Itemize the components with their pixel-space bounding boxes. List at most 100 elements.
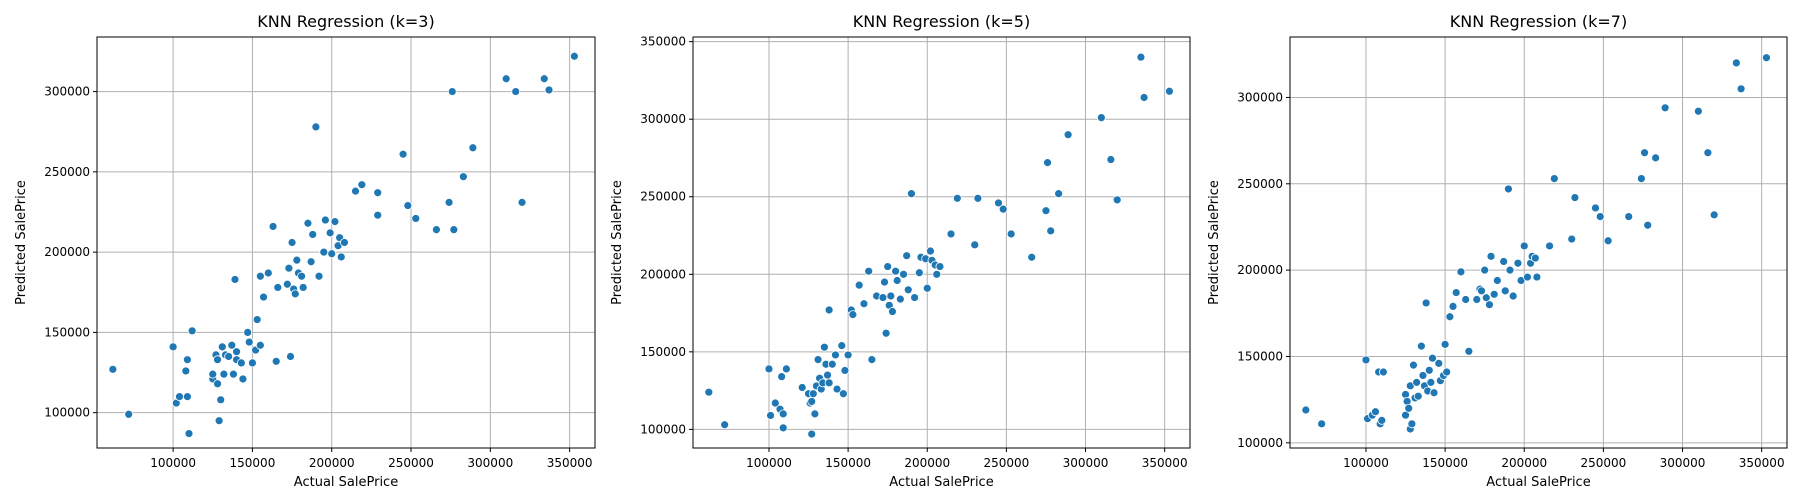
x-tick-label: 200000 — [309, 456, 355, 470]
data-point — [1106, 155, 1116, 164]
data-point — [970, 240, 980, 250]
data-point — [881, 328, 891, 338]
data-point — [1519, 241, 1529, 251]
data-point — [1006, 229, 1016, 239]
data-point — [311, 122, 321, 132]
data-point — [1421, 298, 1431, 308]
data-point — [810, 409, 820, 419]
data-point — [444, 197, 454, 207]
y-tick-label: 150000 — [44, 325, 90, 339]
data-point — [1492, 276, 1502, 285]
data-point — [217, 342, 227, 352]
data-point — [569, 51, 579, 61]
data-point — [843, 350, 853, 360]
y-axis-label: Predicted SalePrice — [14, 180, 29, 305]
data-point — [1317, 419, 1327, 429]
data-point — [330, 217, 340, 227]
x-tick-label: 100000 — [1343, 456, 1389, 470]
data-point — [213, 355, 222, 365]
data-point — [449, 225, 459, 235]
data-point — [1165, 86, 1174, 96]
data-point — [837, 341, 847, 351]
data-point — [831, 350, 840, 360]
data-point — [1532, 272, 1542, 282]
data-point — [1434, 358, 1444, 368]
data-point — [778, 409, 788, 419]
data-point — [1440, 339, 1450, 349]
plot-frame — [692, 36, 1191, 449]
data-point — [216, 395, 226, 405]
data-point — [824, 378, 834, 388]
data-point — [1530, 253, 1540, 263]
plot-frame — [96, 36, 596, 449]
data-point — [1063, 130, 1073, 140]
data-point — [1424, 365, 1434, 375]
data-point — [1027, 252, 1037, 262]
data-point — [259, 292, 268, 302]
data-point — [168, 342, 178, 352]
data-point — [878, 293, 888, 302]
data-point — [1461, 295, 1471, 304]
data-point — [282, 279, 292, 289]
data-point — [777, 372, 787, 382]
data-point — [895, 294, 905, 304]
data-point — [1043, 158, 1052, 168]
x-tick-label: 100000 — [746, 456, 792, 470]
data-point — [1054, 189, 1064, 199]
data-point — [1301, 405, 1311, 415]
data-point — [314, 271, 324, 281]
data-point — [819, 342, 829, 352]
y-axis-label: Predicted SalePrice — [1207, 180, 1222, 305]
chart-title: KNN Regression (k=5) — [853, 12, 1030, 31]
grid — [1290, 37, 1787, 448]
x-axis-label: Actual SalePrice — [294, 475, 398, 490]
y-tick-label: 200000 — [640, 267, 686, 281]
data-point — [230, 275, 240, 284]
x-tick-label: 150000 — [825, 456, 871, 470]
data-point — [899, 269, 908, 279]
data-point — [1041, 206, 1051, 216]
data-point — [807, 397, 817, 406]
data-point — [187, 326, 197, 336]
data-point — [1371, 407, 1380, 417]
data-point — [252, 315, 262, 324]
data-point — [807, 429, 817, 439]
data-point — [458, 172, 468, 182]
data-point — [1640, 148, 1649, 158]
data-point — [1505, 265, 1515, 275]
y-tick-label: 250000 — [44, 165, 90, 179]
x-tick-label: 300000 — [467, 456, 513, 470]
x-tick-label: 100000 — [150, 456, 196, 470]
x-tick-label: 150000 — [1422, 456, 1468, 470]
data-point — [1480, 265, 1490, 275]
data-point — [373, 210, 383, 220]
data-point — [891, 266, 900, 276]
data-point — [994, 198, 1003, 208]
data-point — [902, 251, 912, 261]
y-axis-label: Predicted SalePrice — [610, 180, 625, 305]
y-tick-label: 150000 — [640, 345, 686, 359]
data-point — [1591, 203, 1600, 213]
data-point — [181, 366, 191, 376]
data-point — [403, 201, 413, 210]
data-point — [1418, 371, 1428, 380]
y-tick-label: 200000 — [44, 245, 90, 259]
data-point — [1762, 53, 1771, 63]
data-point — [214, 416, 224, 426]
data-point — [1139, 93, 1149, 102]
data-point — [859, 299, 869, 309]
data-point — [517, 197, 527, 207]
data-point — [340, 238, 349, 247]
data-point — [1603, 236, 1613, 246]
data-point — [1361, 355, 1371, 365]
data-point — [297, 271, 306, 281]
y-tick-label: 300000 — [1237, 90, 1283, 104]
data-point — [827, 359, 837, 369]
y-tick-label: 250000 — [1237, 177, 1283, 191]
data-point — [946, 229, 956, 239]
data-point — [327, 249, 337, 259]
data-point — [838, 389, 848, 399]
data-point — [183, 355, 192, 365]
data-point — [108, 364, 118, 374]
data-point — [880, 277, 889, 287]
